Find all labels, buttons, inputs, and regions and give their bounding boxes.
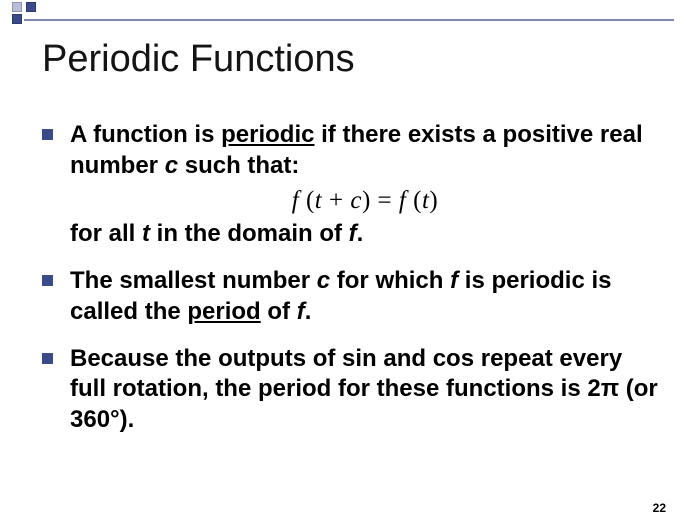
- deco-square-1: [12, 2, 22, 12]
- b1-var-f: f: [349, 220, 357, 247]
- deco-square-2: [26, 2, 36, 12]
- b3-text: Because the outputs of sin and cos repea…: [70, 345, 658, 433]
- b2-underline-period: period: [187, 298, 260, 325]
- formula-text: f (t + c) = f (t): [292, 187, 438, 214]
- b1-formula: f (t + c) = f (t): [70, 185, 660, 217]
- b2-var-c: c: [317, 267, 330, 294]
- b1-post-end: .: [357, 220, 364, 247]
- b1-pre: A function is: [70, 121, 221, 148]
- b2-end: .: [305, 298, 312, 325]
- deco-square-3: [12, 14, 22, 24]
- b2-mid: for which: [330, 267, 450, 294]
- deco-line: [24, 19, 674, 21]
- bullet-2: The smallest number c for which f is per…: [40, 266, 660, 327]
- slide-title: Periodic Functions: [42, 38, 355, 81]
- slide-body: A function is periodic if there exists a…: [40, 120, 660, 452]
- b1-underline-periodic: periodic: [221, 121, 314, 148]
- b2-var-f: f: [450, 267, 458, 294]
- page-number: 22: [653, 501, 666, 515]
- b2-mid3: of: [261, 298, 297, 325]
- b2-pre: The smallest number: [70, 267, 317, 294]
- b1-post-pre: for all: [70, 220, 142, 247]
- b1-var-c: c: [165, 152, 178, 179]
- b1-post-mid: in the domain of: [150, 220, 349, 247]
- b1-var-t: t: [142, 220, 150, 247]
- bullet-1: A function is periodic if there exists a…: [40, 120, 660, 250]
- b2-var-f2: f: [297, 298, 305, 325]
- bullet-3: Because the outputs of sin and cos repea…: [40, 344, 660, 436]
- header-decoration: [0, 0, 700, 20]
- b1-mid2: such that:: [178, 152, 299, 179]
